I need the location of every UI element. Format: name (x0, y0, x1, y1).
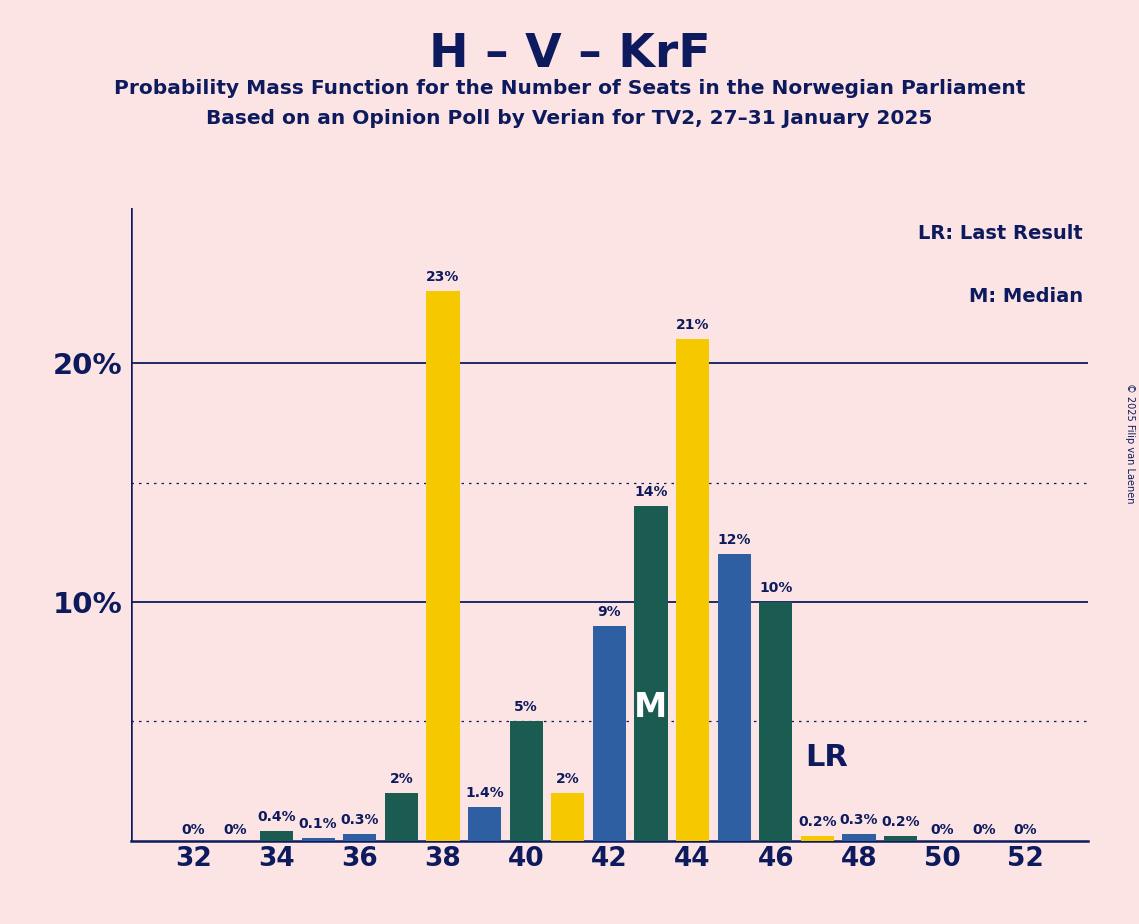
Text: Based on an Opinion Poll by Verian for TV2, 27–31 January 2025: Based on an Opinion Poll by Verian for T… (206, 109, 933, 128)
Bar (675, 339, 710, 841)
Bar (718, 554, 751, 841)
Text: 0%: 0% (931, 822, 954, 836)
Text: Probability Mass Function for the Number of Seats in the Norwegian Parliament: Probability Mass Function for the Number… (114, 79, 1025, 98)
Text: 14%: 14% (634, 485, 667, 499)
Text: © 2025 Filip van Laenen: © 2025 Filip van Laenen (1125, 383, 1134, 504)
Text: 10%: 10% (759, 581, 793, 595)
Bar (509, 722, 543, 841)
Bar (426, 291, 460, 841)
Bar (759, 602, 793, 841)
Text: 9%: 9% (598, 604, 621, 619)
Bar (634, 506, 667, 841)
Text: 0.1%: 0.1% (298, 818, 337, 832)
Bar (260, 832, 293, 841)
Text: 0%: 0% (181, 822, 205, 836)
Text: 23%: 23% (426, 271, 460, 285)
Text: 2%: 2% (390, 772, 413, 786)
Text: 0.2%: 0.2% (798, 815, 837, 829)
Bar (343, 833, 376, 841)
Text: M: Median: M: Median (969, 287, 1083, 306)
Bar (468, 808, 501, 841)
Bar (801, 836, 834, 841)
Text: M: M (634, 690, 667, 723)
Text: 0%: 0% (223, 822, 247, 836)
Text: 0.3%: 0.3% (341, 812, 379, 826)
Bar (884, 836, 917, 841)
Bar (385, 793, 418, 841)
Bar (843, 833, 876, 841)
Bar (302, 838, 335, 841)
Text: 12%: 12% (718, 533, 751, 547)
Bar (592, 626, 626, 841)
Text: 0%: 0% (1014, 822, 1038, 836)
Text: LR: Last Result: LR: Last Result (918, 224, 1083, 243)
Text: H – V – KrF: H – V – KrF (428, 32, 711, 78)
Text: 0.2%: 0.2% (882, 815, 920, 829)
Text: 0.3%: 0.3% (839, 812, 878, 826)
Text: 0.4%: 0.4% (257, 810, 296, 824)
Text: 0%: 0% (972, 822, 995, 836)
Text: 5%: 5% (515, 700, 538, 714)
Text: 1.4%: 1.4% (465, 786, 503, 800)
Bar (551, 793, 584, 841)
Text: LR: LR (805, 743, 847, 772)
Text: 21%: 21% (675, 318, 710, 332)
Text: 2%: 2% (556, 772, 580, 786)
